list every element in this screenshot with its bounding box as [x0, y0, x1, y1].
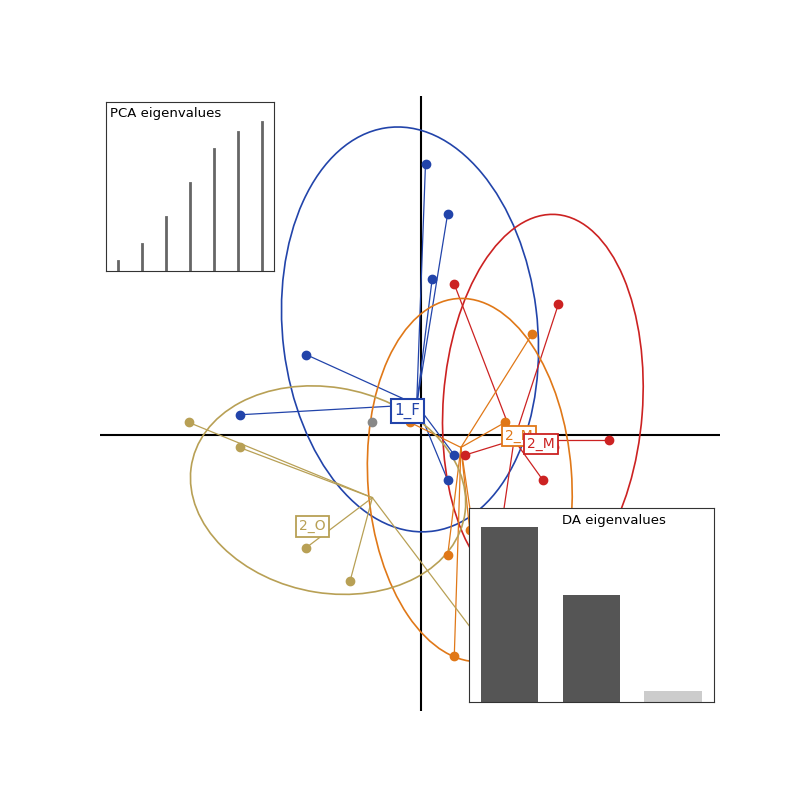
Text: 1_F: 1_F [394, 403, 421, 419]
Text: 2_M: 2_M [527, 436, 555, 451]
Text: 2_O: 2_O [299, 519, 326, 534]
Text: 2_M: 2_M [506, 429, 533, 443]
